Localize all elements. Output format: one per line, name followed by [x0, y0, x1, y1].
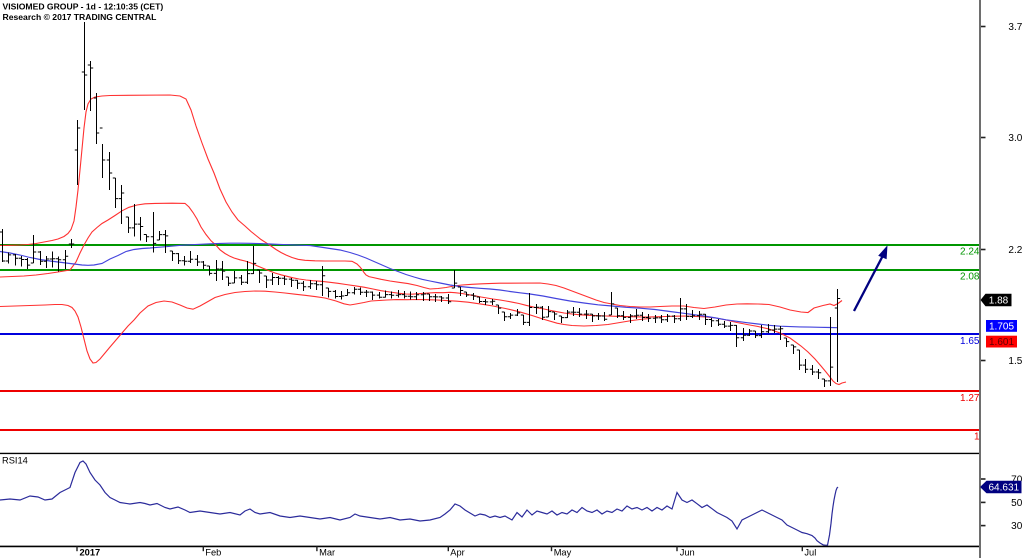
- svg-text:VISIOMED GROUP - 1d - 12:10:35: VISIOMED GROUP - 1d - 12:10:35 (CET): [3, 1, 164, 11]
- svg-text:1.88: 1.88: [989, 296, 1009, 307]
- svg-text:1.601: 1.601: [989, 337, 1014, 348]
- svg-text:Apr: Apr: [450, 548, 464, 558]
- svg-text:50: 50: [1011, 498, 1023, 509]
- svg-text:30: 30: [1011, 521, 1023, 532]
- svg-text:1: 1: [974, 432, 980, 443]
- svg-text:RSI14: RSI14: [2, 456, 28, 466]
- svg-text:May: May: [554, 548, 572, 558]
- svg-text:1.27: 1.27: [960, 393, 980, 404]
- svg-text:Jul: Jul: [804, 548, 816, 558]
- svg-text:64.631: 64.631: [989, 483, 1020, 494]
- svg-text:Jun: Jun: [680, 548, 695, 558]
- svg-text:2017: 2017: [80, 548, 101, 558]
- svg-text:Research © 2017 TRADING CENTRA: Research © 2017 TRADING CENTRAL: [3, 12, 157, 22]
- svg-text:2.24: 2.24: [960, 247, 980, 258]
- svg-text:Mar: Mar: [319, 548, 335, 558]
- svg-text:1.705: 1.705: [989, 321, 1014, 332]
- svg-text:2.2: 2.2: [1008, 245, 1022, 256]
- svg-text:1.5: 1.5: [1008, 356, 1022, 367]
- svg-text:1.65: 1.65: [960, 336, 980, 347]
- svg-text:3.7: 3.7: [1008, 22, 1022, 33]
- svg-text:Feb: Feb: [205, 548, 221, 558]
- svg-text:2.08: 2.08: [960, 272, 980, 283]
- svg-text:3.0: 3.0: [1008, 133, 1022, 144]
- svg-text:70: 70: [1011, 475, 1023, 486]
